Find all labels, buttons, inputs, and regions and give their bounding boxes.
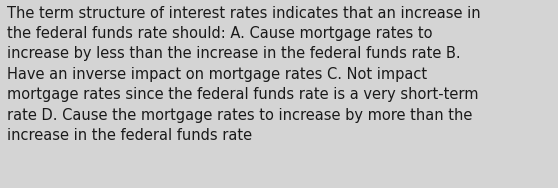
Text: The term structure of interest rates indicates that an increase in
the federal f: The term structure of interest rates ind… <box>7 6 480 143</box>
